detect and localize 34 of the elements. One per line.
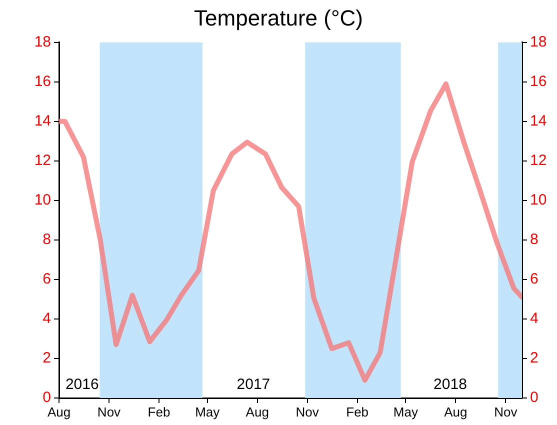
- chart-title: Temperature (°C): [194, 5, 363, 30]
- annotation: 2017: [236, 376, 270, 394]
- y2-tick-label: 2: [530, 350, 538, 367]
- y2-tick-label: 6: [530, 270, 538, 288]
- x-tick-label: Nov: [97, 404, 122, 420]
- y2-tick-label: 10: [530, 192, 547, 209]
- x-tick-label: Nov: [296, 404, 320, 420]
- y-tick-label: 16: [34, 73, 51, 90]
- y2-tick-label: 4: [530, 310, 538, 328]
- x-tick-label: Aug: [246, 404, 269, 420]
- y-tick-label: 10: [34, 192, 51, 209]
- y2-tick-label: 12: [530, 152, 547, 170]
- x-tick-label: Aug: [444, 404, 468, 420]
- y-tick-label: 0: [42, 389, 51, 406]
- y2-tick-label: 0: [530, 389, 538, 406]
- y2-tick-label: 18: [530, 34, 547, 51]
- y-tick-label: 12: [34, 152, 51, 170]
- y2-tick-label: 14: [530, 112, 547, 130]
- y-tick-label: 8: [42, 231, 51, 248]
- y-tick-label: 6: [42, 270, 51, 288]
- y-tick-label: 4: [42, 310, 51, 328]
- annotation: 2016: [65, 376, 99, 394]
- x-tick-label: May: [195, 404, 220, 420]
- x-tick-label: May: [393, 404, 418, 420]
- x-tick-label: Nov: [494, 404, 518, 420]
- y-tick-label: 14: [34, 112, 51, 130]
- y2-tick-label: 16: [530, 73, 547, 90]
- annotation: 2018: [434, 376, 467, 394]
- x-tick-label: Feb: [148, 404, 170, 420]
- x-tick-label: Aug: [47, 404, 71, 420]
- x-tick-label: Feb: [346, 404, 369, 420]
- y-tick-label: 18: [34, 34, 51, 51]
- y-tick-label: 2: [42, 350, 51, 367]
- y2-tick-label: 8: [530, 231, 538, 248]
